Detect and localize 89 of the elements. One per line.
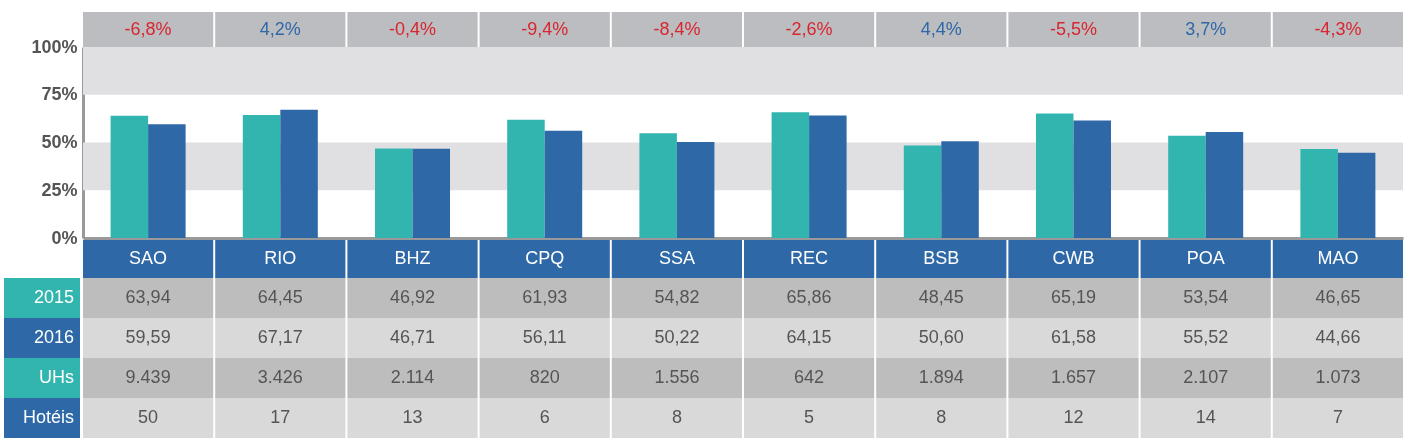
data-label: 59,59 xyxy=(125,327,171,347)
bar xyxy=(375,148,413,238)
bar xyxy=(903,145,942,238)
bar xyxy=(1300,148,1338,238)
bar xyxy=(1168,135,1206,238)
bar xyxy=(809,115,847,238)
data-label: 55,52 xyxy=(1183,327,1229,347)
text: Hotéis xyxy=(22,407,74,427)
text: 4,2% xyxy=(259,18,301,39)
bar xyxy=(1337,152,1376,238)
data-label: 61,93 xyxy=(522,287,568,307)
data-label: 50,60 xyxy=(918,327,964,347)
data-label: 64,15 xyxy=(786,327,832,347)
text: 2016 xyxy=(33,327,74,347)
data-label: 46,65 xyxy=(1315,287,1361,307)
text: -8,4% xyxy=(653,18,701,39)
data-label: 65,19 xyxy=(1050,287,1097,307)
text: 5 xyxy=(804,407,815,427)
data-label: 65,86 xyxy=(786,287,832,307)
text: 3,7% xyxy=(1185,18,1227,39)
text: 642 xyxy=(794,367,825,387)
text: -9,4% xyxy=(521,18,569,39)
x-tick-label: SSA xyxy=(658,248,695,268)
text: UHs xyxy=(39,367,74,387)
text: 3.426 xyxy=(257,367,303,387)
bar xyxy=(1205,131,1244,238)
x-tick-label: REC xyxy=(790,248,829,268)
text: 1.556 xyxy=(654,367,700,387)
text: 8 xyxy=(671,407,682,427)
text: -4,3% xyxy=(1314,18,1362,39)
text: 1.073 xyxy=(1315,367,1361,387)
bar xyxy=(242,114,281,238)
text: 4,4% xyxy=(920,18,962,39)
text: 17 xyxy=(270,407,291,427)
bar xyxy=(148,124,186,238)
data-label: 50,22 xyxy=(654,327,700,347)
text: 2.107 xyxy=(1183,367,1229,387)
data-label: 46,71 xyxy=(389,327,436,347)
bar xyxy=(507,119,545,238)
data-label: 63,94 xyxy=(125,287,171,307)
text: 8 xyxy=(936,407,947,427)
data-label: 54,82 xyxy=(654,287,700,307)
text: 2.114 xyxy=(390,367,435,387)
x-tick-label: CWB xyxy=(1052,248,1095,268)
text: 50 xyxy=(138,407,159,427)
text: 1.657 xyxy=(1050,367,1097,387)
text: 2015 xyxy=(33,287,74,307)
y-tick-label: 0% xyxy=(51,227,78,248)
y-tick-label: 100% xyxy=(31,36,78,57)
x-tick-label: SAO xyxy=(129,248,168,268)
y-tick-label: 50% xyxy=(41,132,78,152)
text: 14 xyxy=(1195,407,1216,427)
text: 6 xyxy=(539,407,550,427)
data-label: 64,45 xyxy=(257,287,303,307)
x-tick-label: RIO xyxy=(264,248,297,268)
data-label: 61,58 xyxy=(1050,327,1097,347)
data-label: 48,45 xyxy=(918,287,964,307)
x-tick-label: CPQ xyxy=(525,248,565,268)
bar xyxy=(280,109,318,238)
text: 13 xyxy=(402,407,423,427)
text: -6,8% xyxy=(124,18,172,39)
text: 9.439 xyxy=(125,367,171,387)
x-tick-label: BHZ xyxy=(394,248,431,268)
text: 820 xyxy=(529,367,560,387)
text: 1.894 xyxy=(918,367,964,387)
data-label: 44,66 xyxy=(1315,327,1361,347)
text: 12 xyxy=(1063,407,1084,427)
y-tick-label: 75% xyxy=(41,84,78,105)
bar xyxy=(544,130,583,238)
bar xyxy=(771,112,810,238)
x-tick-label: POA xyxy=(1186,248,1225,268)
text: -2,6% xyxy=(785,18,833,39)
bar xyxy=(1073,120,1111,238)
text: -5,5% xyxy=(1049,18,1098,39)
bar xyxy=(639,133,677,238)
bar xyxy=(676,142,715,238)
data-label: 67,17 xyxy=(257,327,303,347)
bar xyxy=(110,115,149,238)
data-label: 53,54 xyxy=(1183,287,1229,307)
data-label: 46,92 xyxy=(389,287,436,307)
bar xyxy=(1036,113,1074,238)
bar xyxy=(412,148,450,238)
x-tick-label: MAO xyxy=(1317,248,1359,268)
bar xyxy=(941,141,979,238)
text: -0,4% xyxy=(388,18,437,39)
x-tick-label: BSB xyxy=(923,248,960,268)
y-tick-label: 25% xyxy=(41,179,78,200)
text: 7 xyxy=(1332,407,1343,427)
data-label: 56,11 xyxy=(522,327,567,347)
